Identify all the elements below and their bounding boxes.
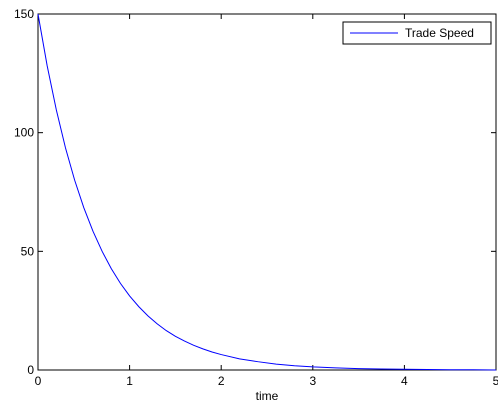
x-tick-label: 0 <box>35 374 42 388</box>
legend: Trade Speed <box>342 21 492 45</box>
legend-label-trade-speed: Trade Speed <box>405 26 474 40</box>
x-tick-label: 4 <box>401 374 408 388</box>
x-tick-label: 1 <box>126 374 133 388</box>
series-layer <box>37 13 497 371</box>
legend-box <box>342 21 492 45</box>
y-tick-label: 150 <box>14 7 34 21</box>
series-line-trade-speed <box>37 13 497 371</box>
y-tick-label: 100 <box>14 126 34 140</box>
x-tick-label: 5 <box>493 374 498 388</box>
y-tick-label: 50 <box>21 244 35 258</box>
x-tick-label: 3 <box>309 374 316 388</box>
plot-area <box>37 13 497 371</box>
x-tick-label: 2 <box>218 374 225 388</box>
x-axis-label: time <box>256 389 279 403</box>
y-tick-label: 0 <box>27 363 34 377</box>
